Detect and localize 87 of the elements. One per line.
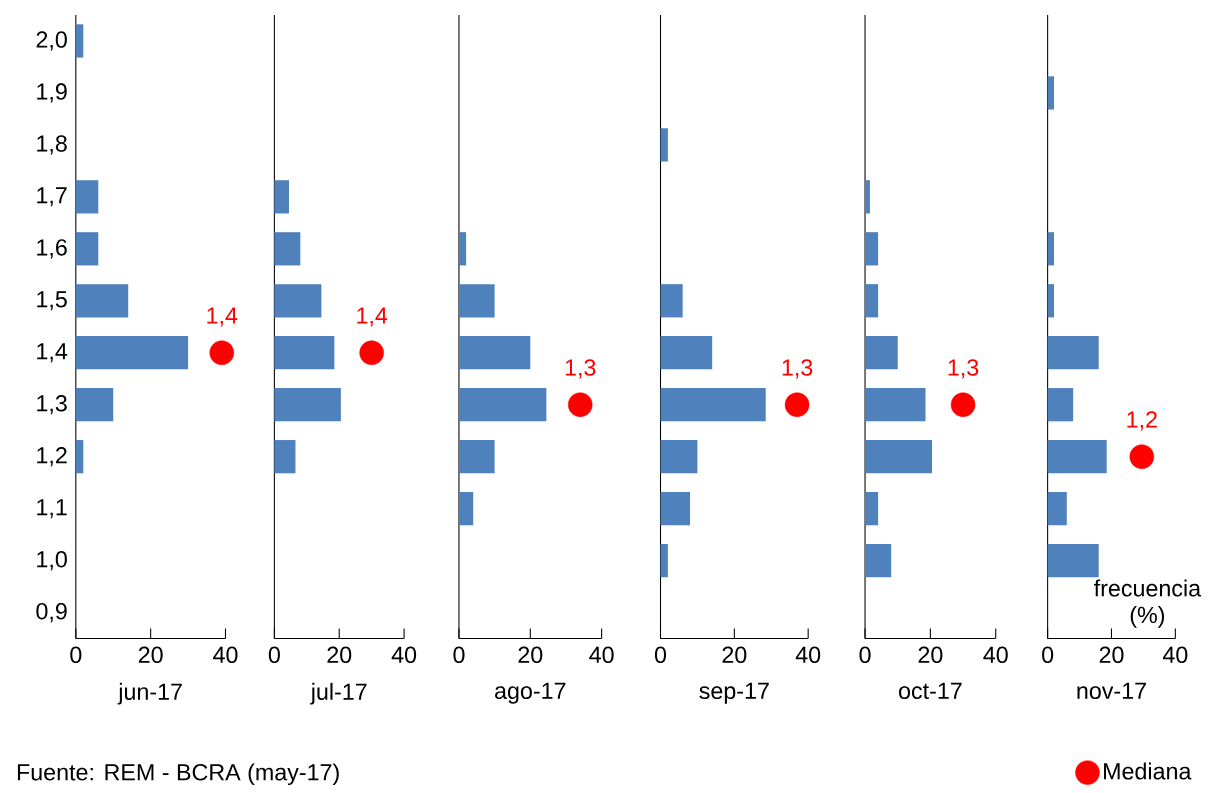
bar: [1047, 440, 1107, 474]
x-tick-label: 40: [589, 646, 614, 664]
bar: [1047, 284, 1055, 318]
bar: [75, 336, 189, 370]
y-tick-label: 1,7: [37, 187, 67, 207]
bar: [75, 24, 84, 58]
x-axis-title: oct-17: [899, 682, 962, 700]
x-tick-label: 40: [391, 646, 417, 664]
bar: [274, 232, 301, 266]
bar: [458, 336, 531, 370]
bar: [865, 232, 879, 266]
y-tick-label: 1,8: [37, 135, 67, 155]
bar: [660, 336, 713, 370]
bar: [865, 492, 879, 526]
bar: [865, 544, 892, 578]
bar: [865, 388, 926, 422]
x-tick-label: 20: [722, 646, 747, 664]
x-tick-label: 40: [983, 646, 1008, 664]
legend-label: Mediana: [1104, 762, 1192, 780]
bar: [274, 180, 289, 214]
bar: [660, 544, 668, 578]
bar: [660, 440, 698, 474]
bar: [274, 336, 335, 370]
bar: [75, 180, 99, 214]
y-tick-label: 0,9: [36, 603, 67, 623]
y-tick-label: 2,0: [36, 31, 67, 51]
x-axis-title: jul-17: [310, 682, 367, 705]
bar: [865, 440, 933, 474]
bar: [1047, 492, 1067, 526]
bar: [458, 232, 467, 266]
bar: [865, 180, 870, 214]
x-tick-label: 0: [70, 646, 82, 664]
x-axis-title: jun-17: [117, 682, 182, 705]
x-axis-title: sep-17: [699, 682, 769, 704]
x-tick-label: 40: [795, 646, 821, 664]
bar: [458, 284, 495, 318]
bar: [660, 284, 683, 318]
bar: [75, 232, 99, 266]
bar: [75, 440, 84, 474]
bar: [274, 284, 322, 318]
x-tick-label: 40: [213, 646, 238, 664]
bar: [865, 284, 879, 318]
bar: [660, 388, 766, 422]
annotation: 1,4: [357, 307, 388, 327]
x-tick-label: 20: [918, 646, 943, 664]
bar: [660, 128, 668, 162]
annotation: 1,3: [948, 359, 979, 379]
y-tick-label: 1,6: [37, 239, 67, 259]
bar: [865, 336, 898, 370]
bar: [75, 388, 114, 422]
bar: [458, 440, 495, 474]
x-tick-label: 0: [859, 646, 871, 664]
x-axis-title: nov-17: [1077, 682, 1146, 700]
annotation: 1,2: [1127, 411, 1157, 431]
bar: [274, 388, 341, 422]
bar: [1047, 232, 1055, 266]
bar: [458, 492, 474, 526]
x-tick-label: 20: [518, 646, 543, 664]
y-tick-label: 1,2: [37, 447, 67, 467]
x-tick-label: 0: [268, 646, 280, 664]
x-tick-label: 20: [327, 646, 352, 664]
annotation: 1,3: [565, 359, 596, 379]
bar: [660, 492, 691, 526]
y-tick-label: 1,9: [37, 83, 67, 103]
y-tick-label: 1,5: [37, 291, 67, 311]
x-tick-label: 0: [1042, 646, 1054, 664]
bar: [75, 284, 129, 318]
bar: [458, 388, 547, 422]
y-tick-label: 1,3: [37, 395, 67, 415]
source-note: Fuente: REM - BCRA (may-17): [17, 763, 339, 786]
x-tick-label: 0: [453, 646, 465, 664]
bar: [1047, 544, 1099, 578]
x-tick-label: 20: [138, 646, 163, 664]
bar: [274, 440, 296, 474]
bar: [1047, 388, 1074, 422]
x-tick-label: 0: [654, 646, 667, 664]
y-tick-label: 1,4: [37, 343, 68, 363]
annotation: 1,3: [782, 359, 813, 379]
x-axis-title: ago-17: [495, 682, 566, 704]
x-tick-label: 40: [1162, 646, 1188, 664]
x-tick-label: 20: [1099, 646, 1124, 664]
y-tick-label: 1,0: [37, 551, 67, 571]
y-tick-label: 1,1: [37, 499, 67, 519]
annotation: frecuencia (%): [1094, 579, 1202, 628]
bar: [1047, 76, 1055, 110]
annotation: 1,4: [207, 307, 238, 327]
bar: [1047, 336, 1099, 370]
